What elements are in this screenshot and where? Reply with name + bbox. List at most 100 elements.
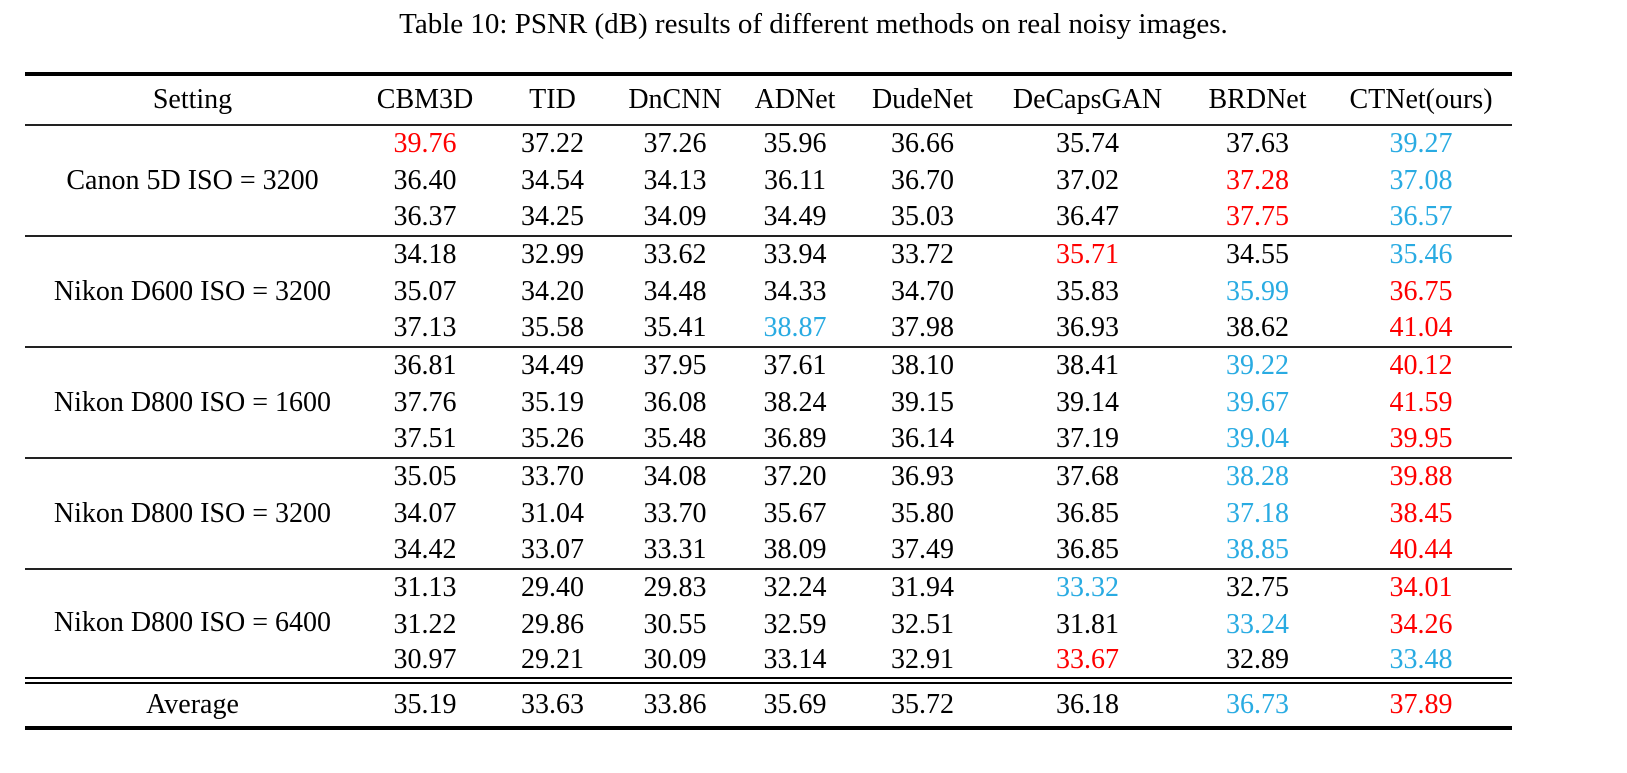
psnr-value-cell: 38.24 [763,386,827,418]
psnr-value-cell: 32.24 [735,568,855,606]
psnr-value-cell: 33.31 [643,534,707,565]
psnr-value-cell: 31.81 [1056,608,1119,640]
psnr-value-cell: 34.13 [643,164,707,196]
psnr-value-cell: 35.72 [855,676,990,728]
psnr-value-cell: 37.13 [393,312,457,343]
table-row: 37.76 35.19 36.08 38.24 39.15 39.14 39.67 41.59 [25,384,1512,421]
table-row: 30.97 29.21 30.09 33.14 32.91 33.67 32.89 33.48 [25,643,1512,680]
psnr-value-cell: 29.40 [490,568,615,606]
table-row: 34.42 33.07 33.31 38.09 37.49 36.85 38.85 40.44 [25,532,1512,569]
psnr-value-cell: 36.66 [891,128,954,159]
psnr-value-cell: 38.62 [1226,312,1289,343]
psnr-value-cell: 36.81 [360,346,490,384]
psnr-value-cell: 37.49 [891,534,954,565]
psnr-value-cell: 37.26 [643,128,707,159]
psnr-value-cell: 38.45 [1389,497,1453,529]
psnr-value-cell: 39.95 [1389,423,1453,454]
psnr-value-cell: 36.93 [1056,312,1119,343]
psnr-value-cell: 35.67 [763,497,827,529]
psnr-value-cell: 34.55 [1185,235,1330,273]
average-row: Average 35.19 33.63 33.86 35.69 35.72 36.18 36.… [25,676,1512,728]
psnr-value-cell: 37.98 [891,312,954,343]
psnr-value-cell: 37.08 [1389,164,1453,196]
method-column-header: DeCapsGAN [990,74,1185,126]
psnr-value-cell: 41.59 [1389,386,1453,418]
psnr-value-cell: 36.47 [1056,201,1119,232]
method-column-header: BRDNet [1185,74,1330,126]
psnr-value-cell: 34.70 [891,275,954,307]
psnr-value-cell: 34.33 [763,275,827,307]
psnr-value-cell: 36.73 [1185,676,1330,728]
psnr-value-cell: 35.58 [521,312,584,343]
psnr-value-cell: 31.13 [360,568,490,606]
psnr-value-cell: 39.67 [1226,386,1289,418]
psnr-value-cell: 34.01 [1330,568,1512,606]
table-caption: Table 10: PSNR (dB) results of different… [399,8,1228,40]
psnr-value-cell: 35.71 [990,235,1185,273]
psnr-value-cell: 32.91 [891,643,954,675]
psnr-value-cell: 33.70 [643,497,707,529]
psnr-value-cell: 39.27 [1389,128,1453,159]
psnr-value-cell: 36.93 [855,457,990,495]
psnr-results-table: Setting CBM3D TID DnCNN ADNet DudeNet DeCapsGA… [25,72,1512,730]
psnr-value-cell: 37.68 [990,457,1185,495]
psnr-value-cell: 31.04 [521,497,584,529]
psnr-value-cell: 39.88 [1330,457,1512,495]
table-row: 31.22 29.86 30.55 32.59 32.51 31.81 33.24 34.26 [25,606,1512,643]
method-column-header: DudeNet [855,74,990,126]
psnr-value-cell: 37.61 [735,346,855,384]
psnr-value-cell: 34.49 [490,346,615,384]
psnr-value-cell: 35.96 [763,128,827,159]
psnr-value-cell: 37.63 [1226,128,1289,159]
psnr-value-cell: 38.41 [990,346,1185,384]
psnr-value-cell: 34.08 [615,457,735,495]
psnr-value-cell: 38.87 [763,312,827,343]
psnr-value-cell: 35.19 [521,386,584,418]
psnr-value-cell: 33.63 [490,676,615,728]
psnr-value-cell: 40.12 [1330,346,1512,384]
psnr-value-cell: 37.19 [1056,423,1119,454]
psnr-value-cell: 36.85 [1056,497,1119,529]
setting-cell: Canon 5D ISO = 3200 [66,164,319,196]
psnr-value-cell: 35.07 [393,275,457,307]
table-row: 36.37 34.25 34.09 34.49 35.03 36.47 37.75 36.57 [25,199,1512,236]
header-row: Setting CBM3D TID DnCNN ADNet DudeNet DeCapsGA… [25,74,1512,126]
psnr-value-cell: 38.28 [1185,457,1330,495]
method-column-header: DnCNN [615,74,735,126]
psnr-value-cell: 39.15 [891,386,954,418]
psnr-value-cell: 37.22 [521,128,584,159]
average-label-cell: Average [25,676,360,728]
table-row: Nikon D800 ISO = 3200 35.05 33.70 34.08 37.2… [25,457,1512,569]
psnr-value-cell: 33.48 [1389,643,1453,675]
psnr-value-cell: 37.02 [1056,164,1119,196]
psnr-value-cell: 32.99 [490,235,615,273]
psnr-value-cell: 35.80 [891,497,954,529]
psnr-value-cell: 29.83 [615,568,735,606]
psnr-value-cell: 35.19 [360,676,490,728]
psnr-value-cell: 36.40 [393,164,457,196]
psnr-value-cell: 32.75 [1185,568,1330,606]
method-column-header: ADNet [735,74,855,126]
psnr-value-cell: 39.22 [1185,346,1330,384]
psnr-value-cell: 35.26 [521,423,584,454]
psnr-value-cell: 36.14 [891,423,954,454]
table-row: 35.07 34.20 34.48 34.33 34.70 35.83 35.99 36.75 [25,273,1512,310]
table-row: 34.07 31.04 33.70 35.67 35.80 36.85 37.18 38.45 [25,495,1512,532]
psnr-value-cell: 38.85 [1226,534,1289,565]
psnr-value-cell: 37.76 [393,386,457,418]
psnr-value-cell: 36.70 [891,164,954,196]
psnr-value-cell: 39.76 [393,128,457,159]
psnr-value-cell: 35.74 [1056,128,1119,159]
psnr-value-cell: 36.08 [643,386,707,418]
psnr-value-cell: 33.86 [615,676,735,728]
psnr-value-cell: 38.10 [855,346,990,384]
psnr-value-cell: 33.62 [615,235,735,273]
psnr-value-cell: 33.67 [1056,643,1119,675]
psnr-value-cell: 30.09 [643,643,707,675]
psnr-value-cell: 36.75 [1389,275,1453,307]
psnr-value-cell: 39.04 [1226,423,1289,454]
psnr-value-cell: 37.75 [1226,201,1289,232]
table-row: Nikon D600 ISO = 3200 34.18 32.99 33.62 33.9… [25,235,1512,347]
setting-cell: Nikon D600 ISO = 3200 [25,235,360,347]
